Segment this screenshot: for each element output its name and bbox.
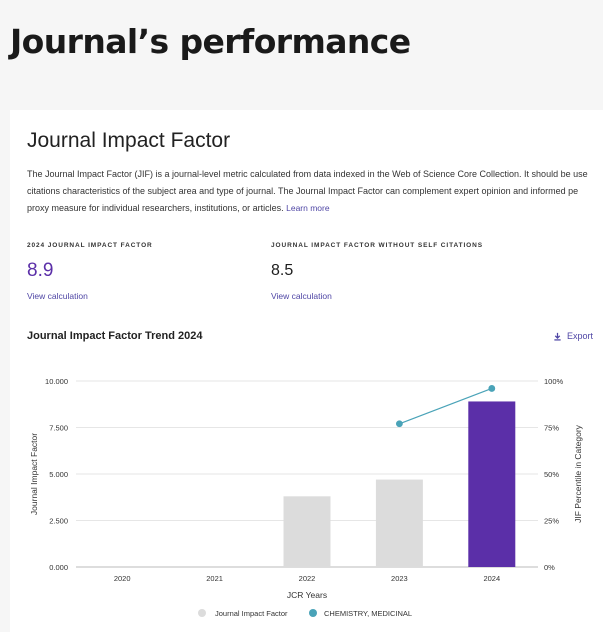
x-tick-label: 2022 bbox=[299, 574, 316, 583]
percentile-point bbox=[396, 420, 403, 428]
export-button[interactable]: Export bbox=[553, 331, 593, 341]
x-tick-label: 2024 bbox=[483, 574, 500, 583]
jif-trend-chart: 0.000 2.500 5.000 7.500 10.000 0% 25% 50% 75% 100… bbox=[29, 377, 583, 618]
x-axis-title: JCR Years bbox=[287, 590, 327, 600]
y2-axis-title: JIF Percentile in Category bbox=[573, 424, 583, 523]
metric-label-jif-no-self: JOURNAL IMPACT FACTOR WITHOUT SELF CITAT… bbox=[271, 242, 483, 249]
description: The Journal Impact Factor (JIF) is a jou… bbox=[27, 166, 603, 217]
view-calculation-link-jif[interactable]: View calculation bbox=[27, 291, 88, 301]
description-text: proxy measure for individual researchers… bbox=[27, 203, 284, 213]
legend-swatch-bar bbox=[198, 609, 206, 617]
metric-label-jif: 2024 JOURNAL IMPACT FACTOR bbox=[27, 242, 153, 249]
description-line: proxy measure for individual researchers… bbox=[27, 200, 603, 217]
bar bbox=[283, 496, 331, 567]
legend-swatch-line bbox=[309, 609, 317, 617]
card-title: Journal Impact Factor bbox=[27, 129, 231, 152]
legend-label: CHEMISTRY, MEDICINAL bbox=[324, 609, 412, 618]
legend-label: Journal Impact Factor bbox=[215, 609, 288, 618]
view-calculation-link-no-self[interactable]: View calculation bbox=[271, 291, 332, 301]
percentile-line bbox=[399, 387, 493, 425]
page-title: Journal’s performance bbox=[10, 22, 411, 61]
metric-value-jif-no-self: 8.5 bbox=[271, 262, 294, 279]
x-tick-label: 2021 bbox=[206, 574, 223, 583]
y-tick-label: 2.500 bbox=[49, 517, 68, 526]
y2-tick-label: 0% bbox=[544, 563, 555, 572]
download-icon bbox=[554, 332, 561, 341]
export-label: Export bbox=[567, 331, 594, 341]
y2-tick-label: 50% bbox=[544, 470, 559, 479]
y-tick-label: 0.000 bbox=[49, 563, 68, 572]
y-tick-label: 7.500 bbox=[49, 424, 68, 433]
y-axis-title: Journal Impact Factor bbox=[29, 433, 39, 515]
metric-value-jif: 8.9 bbox=[27, 260, 54, 281]
learn-more-link[interactable]: Learn more bbox=[286, 203, 330, 213]
y-tick-label: 5.000 bbox=[49, 470, 68, 479]
jif-card: Journal Impact Factor The Journal Impact… bbox=[10, 110, 603, 632]
y2-tick-label: 25% bbox=[544, 517, 559, 526]
percentile-point bbox=[488, 385, 496, 392]
bar bbox=[375, 479, 423, 567]
chart-title: Journal Impact Factor Trend 2024 bbox=[27, 330, 203, 342]
x-tick-label: 2023 bbox=[391, 574, 408, 583]
y-tick-label: 10.000 bbox=[45, 377, 68, 386]
y2-tick-label: 100% bbox=[544, 377, 564, 386]
y2-tick-label: 75% bbox=[544, 424, 559, 433]
description-line: citations characteristics of the subject… bbox=[27, 186, 579, 196]
x-tick-label: 2020 bbox=[114, 574, 131, 583]
bar bbox=[468, 401, 516, 567]
description-line: The Journal Impact Factor (JIF) is a jou… bbox=[27, 169, 588, 179]
